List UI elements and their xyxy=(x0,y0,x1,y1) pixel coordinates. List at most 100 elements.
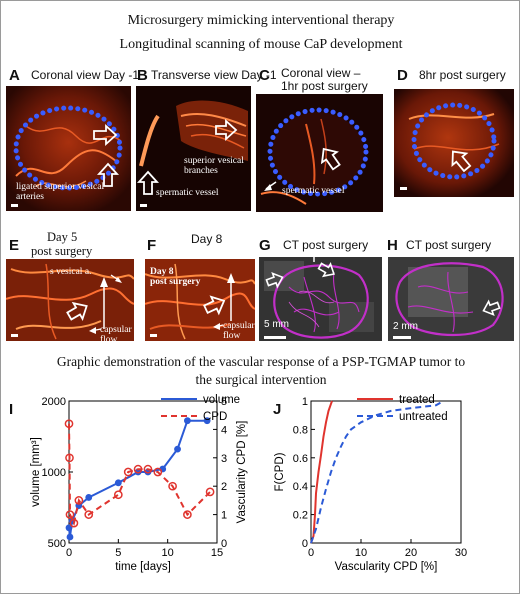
annotation-capsular-flow-e: capsular flow xyxy=(100,325,132,341)
chart-j-legend-label-untreated: untreated xyxy=(399,411,448,423)
panel-label-a: A xyxy=(9,67,20,84)
chart-j-x-tick-label: 10 xyxy=(355,547,367,559)
chart-j-legend-label-treated: treated xyxy=(399,394,435,406)
panel-label-j: J xyxy=(273,401,282,418)
chart-i-y2-tick-label: 5 xyxy=(221,396,227,408)
chart-i-series-volume-line xyxy=(68,419,208,538)
figure-subtitle: Longitudinal scanning of mouse CaP devel… xyxy=(119,37,403,52)
chart-i-series-cpd-line xyxy=(68,423,211,527)
annotation-spermatic-vessel-c: spermatic vessel xyxy=(282,186,345,196)
panel-label-e: E xyxy=(9,237,20,254)
panel-title-h: CT post surgery xyxy=(406,238,492,252)
panel-label-f: F xyxy=(147,237,157,254)
scale-bar-label-h: 2 mm xyxy=(393,321,418,332)
chart-j-y-tick-label: 0.2 xyxy=(293,510,308,522)
chart-i-legend-label-volume: volume xyxy=(203,394,240,406)
panel-label-i: I xyxy=(9,401,14,418)
chart-j-y-tick-label: 0.4 xyxy=(293,481,308,493)
chart-i-point-cpd xyxy=(84,510,94,519)
panel-title-b: Transverse view Day -1 xyxy=(151,68,277,82)
chart-i-x-tick-label: 10 xyxy=(162,547,174,559)
chart-i-point-volume xyxy=(184,417,191,425)
panel-title-c-line1: Coronal view – xyxy=(281,66,361,80)
chart-i-y2-tick-label: 4 xyxy=(221,424,227,436)
chart-j-x-tick-label: 30 xyxy=(455,547,467,559)
chart-i-y-label: volume [mm³] xyxy=(30,437,42,507)
chart-i-point-volume xyxy=(85,494,93,501)
annotation-capsular-flow-f: capsular flow xyxy=(223,321,255,341)
panel-title-d: 8hr post surgery xyxy=(419,68,506,82)
ultrasound-image-a xyxy=(6,86,131,211)
chart-i-y2-tick-label: 0 xyxy=(221,538,227,550)
annotation-ligated-arteries: ligated superior vesical arteries xyxy=(16,182,105,202)
chart-i-point-cpd xyxy=(168,481,177,491)
panel-title-e-line2: post surgery xyxy=(31,244,93,258)
figure-title: Microsurgery mimicking interventional th… xyxy=(127,13,395,28)
chart-i-point-cpd xyxy=(65,510,75,519)
chart-j-x-label: Vascularity CPD [%] xyxy=(335,561,438,573)
chart-i-y2-tick-label: 2 xyxy=(221,481,227,493)
panel-image-e: s vesical a. capsular flow xyxy=(6,259,134,341)
panel-image-g: 5 mm xyxy=(259,257,382,341)
chart-j-y-tick-label: 1 xyxy=(302,396,308,408)
chart-i-point-cpd xyxy=(205,487,215,497)
chart-i-point-cpd xyxy=(74,496,84,505)
chart-i-y2-tick-label: 3 xyxy=(221,453,227,465)
chart-i-y-tick-label: 1000 xyxy=(42,467,66,479)
chart-i-y-tick-label: 2000 xyxy=(42,396,66,408)
section-caption-line1: Graphic demonstration of the vascular re… xyxy=(56,354,466,369)
chart-i-x-tick-label: 0 xyxy=(66,547,72,559)
chart-i-point-cpd xyxy=(153,467,163,477)
chart-i-point-volume xyxy=(174,445,181,453)
chart-i-point-volume xyxy=(66,533,74,541)
panel-image-a: ligated superior vesical arteries xyxy=(6,86,131,211)
ultrasound-image-f xyxy=(145,259,255,341)
scale-bar-label-g: 5 mm xyxy=(264,319,289,330)
chart-i-x-tick-label: 15 xyxy=(211,547,223,559)
chart-j-x-tick-label: 20 xyxy=(405,547,417,559)
chart-i-point-volume xyxy=(114,479,122,487)
chart-i-point-cpd xyxy=(64,419,74,429)
ultrasound-image-e xyxy=(6,259,134,341)
chart-i-y2-tick-label: 1 xyxy=(221,510,227,522)
chart-i-point-cpd xyxy=(65,453,74,463)
chart-i-point-cpd xyxy=(143,464,153,474)
panel-image-h: 2 mm xyxy=(388,257,514,341)
chart-i-y-tick-label: 500 xyxy=(48,538,66,550)
panel-label-d: D xyxy=(397,67,408,84)
chart-i-x-label: time [days] xyxy=(115,561,171,573)
chart-i-point-cpd xyxy=(183,510,192,519)
panel-label-g: G xyxy=(259,237,271,254)
ct-image-g xyxy=(259,257,382,341)
ultrasound-image-d xyxy=(394,89,514,197)
annotation-superior-vesical-branches: superior vesical branches xyxy=(184,156,244,176)
chart-i-point-volume xyxy=(203,417,211,425)
chart-j-series-untreated-line xyxy=(310,400,444,544)
annotation-day8-line2: post surgery xyxy=(150,277,201,287)
panel-label-h: H xyxy=(387,237,398,254)
chart-i-point-cpd xyxy=(133,464,143,474)
chart-i-y2-label: Vascularity CPD [%] xyxy=(236,421,248,524)
panel-title-g: CT post surgery xyxy=(283,238,369,252)
ultrasound-image-b xyxy=(136,86,251,211)
chart-j-y-tick-label: 0.6 xyxy=(293,453,308,465)
chart-j-series-treated-line xyxy=(310,400,333,544)
chart-i-point-volume xyxy=(65,524,73,532)
chart-j-y-tick-label: 0 xyxy=(302,538,308,550)
panel-image-b: superior vesical branches spermatic vess… xyxy=(136,86,251,211)
panel-image-f: Day 8 post surgery capsular flow xyxy=(145,259,255,341)
panel-title-c-line2: 1hr post surgery xyxy=(281,79,368,93)
chart-i-point-cpd xyxy=(69,518,79,528)
chart-j-y-tick-label: 0.8 xyxy=(293,424,308,436)
chart-i-x-tick-label: 5 xyxy=(115,547,121,559)
chart-j-x-tick-label: 0 xyxy=(308,547,314,559)
section-caption-line2: the surgical intervention xyxy=(195,372,327,387)
ultrasound-image-c xyxy=(256,94,383,212)
panel-label-b: B xyxy=(137,67,148,84)
panel-image-c: spermatic vessel xyxy=(256,94,383,212)
panel-label-c: C xyxy=(259,67,270,84)
chart-j-frame xyxy=(310,400,462,544)
panel-title-e-line1: Day 5 xyxy=(47,230,78,244)
